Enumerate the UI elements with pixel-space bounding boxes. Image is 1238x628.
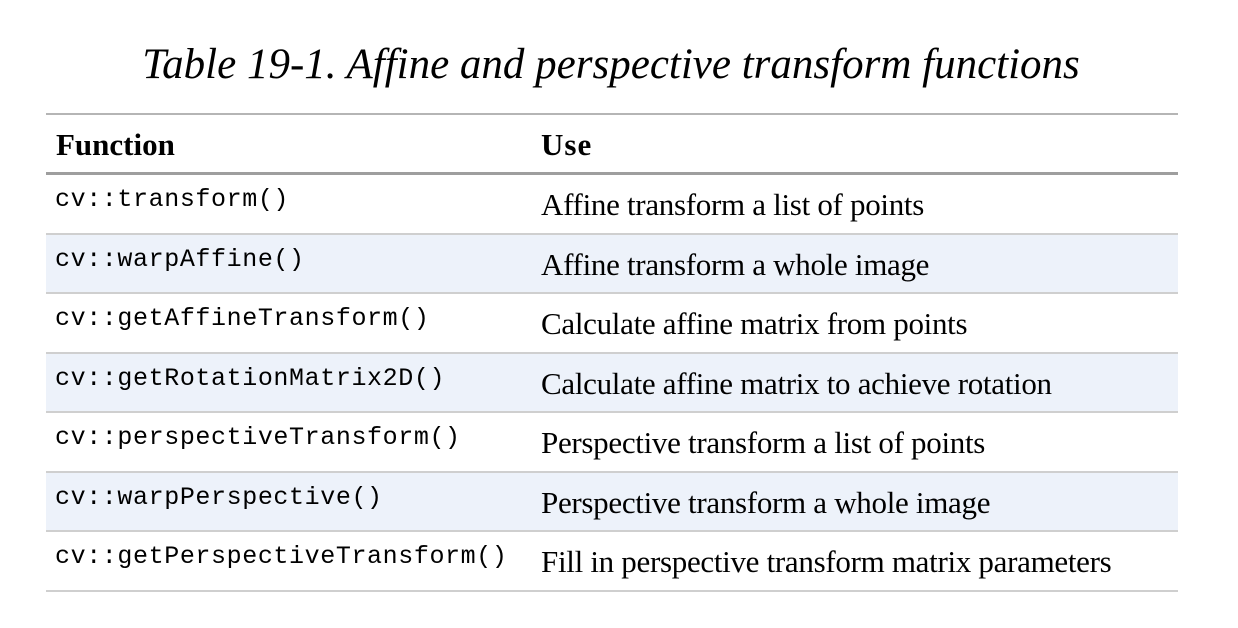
function-cell: cv::perspectiveTransform() bbox=[55, 423, 461, 452]
header-function: Function bbox=[56, 127, 175, 162]
function-cell: cv::warpPerspective() bbox=[55, 482, 383, 512]
use-cell: Affine transform a list of points bbox=[541, 187, 924, 222]
table-row: cv::getPerspectiveTransform() Fill in pe… bbox=[46, 532, 1178, 592]
use-cell: Affine transform a whole image bbox=[541, 246, 930, 282]
use-cell: Calculate affine matrix to achieve rotat… bbox=[541, 365, 1052, 401]
table-row: cv::getRotationMatrix2D() Calculate affi… bbox=[46, 353, 1178, 413]
function-cell: cv::getAffineTransform() bbox=[55, 304, 430, 333]
function-cell: cv::getPerspectiveTransform() bbox=[55, 542, 508, 571]
table-row: cv::warpPerspective() Perspective transf… bbox=[46, 472, 1178, 532]
table-row: cv::getAffineTransform() Calculate affin… bbox=[46, 294, 1178, 354]
function-cell: cv::warpAffine() bbox=[55, 244, 305, 274]
use-cell: Fill in perspective transform matrix par… bbox=[541, 544, 1112, 579]
functions-table: Function Use cv::transform() Affine tran… bbox=[46, 113, 1178, 592]
table-header-row: Function Use bbox=[46, 115, 1178, 175]
use-cell: Calculate affine matrix from points bbox=[541, 306, 968, 341]
table-row: cv::transform() Affine transform a list … bbox=[46, 175, 1178, 235]
function-cell: cv::transform() bbox=[55, 185, 290, 214]
table-caption: Table 19-1. Affine and perspective trans… bbox=[142, 41, 1080, 88]
table-row: cv::warpAffine() Affine transform a whol… bbox=[46, 234, 1178, 294]
table-row: cv::perspectiveTransform() Perspective t… bbox=[46, 413, 1178, 473]
header-use: Use bbox=[541, 127, 593, 162]
use-cell: Perspective transform a whole image bbox=[541, 484, 991, 520]
use-cell: Perspective transform a list of points bbox=[541, 425, 986, 460]
function-cell: cv::getRotationMatrix2D() bbox=[55, 363, 446, 393]
